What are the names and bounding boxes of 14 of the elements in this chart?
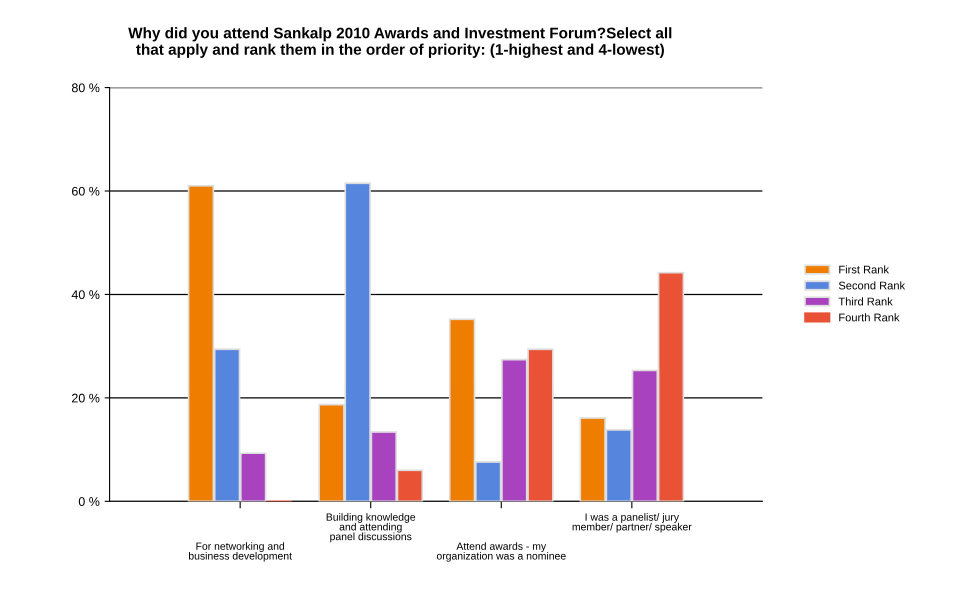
x-tick-label: For networking and business development (189, 542, 292, 562)
y-tick-label: 40 % (72, 290, 100, 300)
y-tick-label: 80 % (72, 83, 100, 92)
x-tick-label: Attend awards - my organization was a nominee (436, 542, 566, 562)
chart-title: Why did you attend Sankalp 2010 Awards and Investment Forum?Select all that apply and rank them in the order of priority: (1-highest and 4-lowest) (128, 27, 672, 58)
y-tick-label: 0 % (78, 497, 100, 506)
x-tick-label: I was a panelist/ jury member/ partner/ speaker (572, 513, 692, 533)
legend-label: First Rank (839, 265, 890, 274)
legend-label: Second Rank (838, 281, 906, 290)
legend-label: Fourth Rank (839, 313, 900, 322)
x-tick-label: Building knowledge and attending panel discussions (326, 513, 416, 542)
y-tick-label: 20 % (72, 394, 100, 403)
y-tick-label: 60 % (72, 186, 100, 196)
legend-label: Third Rank (838, 297, 893, 306)
